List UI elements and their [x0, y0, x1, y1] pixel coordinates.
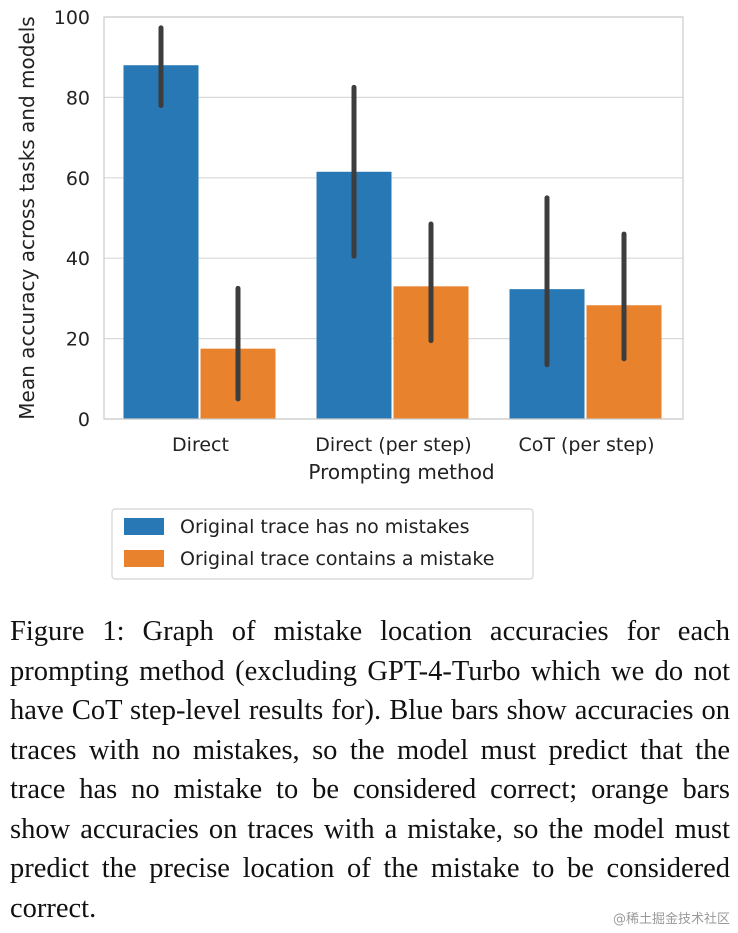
y-tick-label: 20: [66, 329, 90, 351]
y-tick-label: 60: [66, 168, 90, 190]
y-tick-label: 80: [66, 87, 90, 109]
x-tick-label: Direct: [172, 434, 229, 456]
y-tick-label: 100: [54, 7, 90, 29]
y-axis-label: Mean accuracy across tasks and models: [15, 16, 39, 419]
legend: Original trace has no mistakes Original …: [111, 508, 534, 580]
accuracy-bar-chart: 0 20 40 60 80 100 Direct Direct (per step) CoT …: [15, 7, 684, 580]
figure-caption: Figure 1: Graph of mistake location accu…: [10, 616, 730, 924]
bars: [123, 65, 662, 420]
plot-frame: [103, 16, 684, 420]
error-bars: [158, 25, 627, 402]
y-tick-labels: 0 20 40 60 80 100: [54, 7, 90, 431]
watermark: @稀土掘金技术社区: [612, 912, 730, 927]
legend-label-no-mistakes: Original trace has no mistakes: [180, 516, 470, 538]
x-axis-label: Prompting method: [308, 460, 494, 484]
y-tick-label: 40: [66, 248, 90, 270]
legend-swatch-contains-mistake: [124, 550, 164, 567]
y-tick-label: 0: [78, 409, 90, 431]
x-tick-label: Direct (per step): [315, 434, 471, 456]
legend-swatch-no-mistakes: [124, 518, 164, 535]
x-tick-label: CoT (per step): [518, 434, 654, 456]
bar: [123, 65, 199, 420]
x-tick-labels: Direct Direct (per step) CoT (per step): [172, 434, 654, 456]
legend-box: [111, 508, 534, 580]
legend-label-contains-mistake: Original trace contains a mistake: [180, 548, 494, 570]
